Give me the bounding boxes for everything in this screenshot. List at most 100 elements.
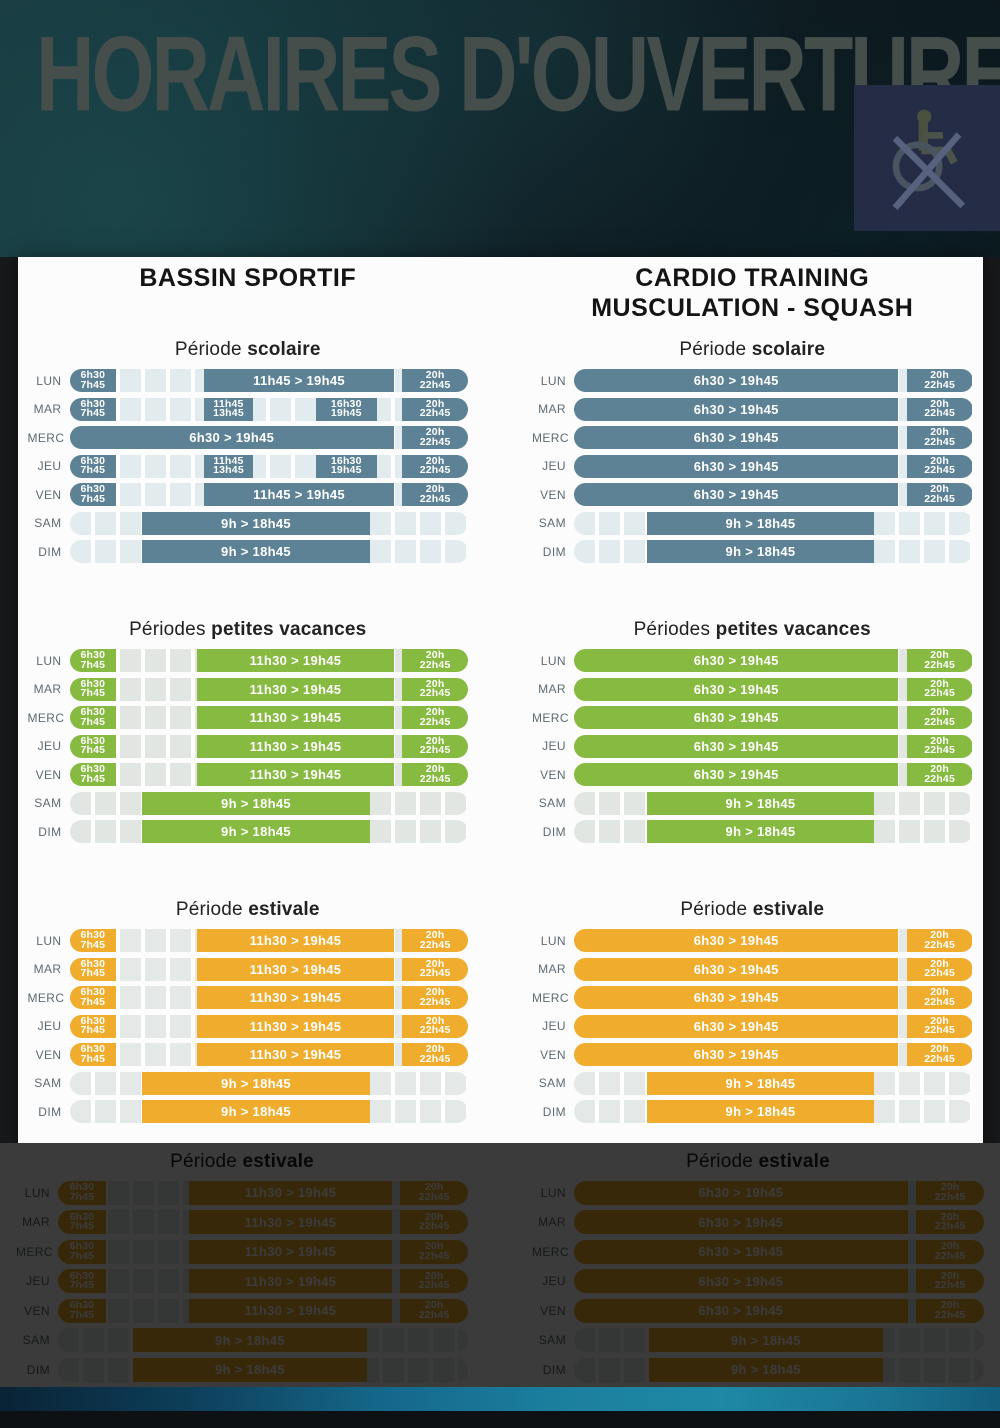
time-bar-late: 20h 22h45 xyxy=(906,677,973,701)
day-label: VEN xyxy=(540,767,566,782)
time-bar-weekend: 9h > 18h45 xyxy=(646,511,875,535)
day-label: JEU xyxy=(542,1274,566,1288)
day-label: VEN xyxy=(540,1047,566,1062)
time-bar-late: 20h 22h45 xyxy=(916,1239,984,1264)
time-bar-line: 6h30 xyxy=(80,677,106,690)
time-bar-line: 20h xyxy=(425,426,445,438)
time-bar-line: 20h xyxy=(425,929,445,941)
period-section-scolaire: Période scolaire LUN 6h30 > 19h45 20h 22h45 M… xyxy=(532,339,973,563)
period-title-bold: petites vacances xyxy=(715,619,871,640)
day-label: SAM xyxy=(34,1076,62,1090)
time-track: 6h30 7h45 11h30 > 19h45 20h 22h45 xyxy=(69,1014,468,1038)
time-bar-early: 6h30 7h45 xyxy=(69,763,117,786)
time-bar-line: 22h45 xyxy=(934,1308,966,1321)
schedule-row: MAR 6h30 7h45 11h30 > 19h45 20h 22h45 xyxy=(16,1210,468,1234)
time-bar-late: 20h 22h45 xyxy=(906,929,973,952)
time-track: 6h30 > 19h45 20h 22h45 xyxy=(574,454,973,478)
day-label: DIM xyxy=(38,544,62,559)
schedule-row: JEU 6h30 > 19h45 20h 22h45 xyxy=(532,734,973,758)
day-label: MAR xyxy=(538,402,566,416)
time-bar-mid_1130_1945: 11h30 > 19h45 xyxy=(197,957,394,981)
time-track: 6h30 > 19h45 20h 22h45 xyxy=(574,1210,984,1234)
time-bar-weekend: 9h > 18h45 xyxy=(132,1328,368,1352)
time-bar-line: 11h45 xyxy=(213,397,244,410)
time-track: 6h30 7h45 11h30 > 19h45 20h 22h45 xyxy=(69,649,468,672)
time-bar-line: 22h45 xyxy=(419,407,451,419)
time-bar-line: 22h45 xyxy=(924,938,955,951)
schedule-row: MERC 6h30 > 19h45 20h 22h45 xyxy=(28,426,468,449)
time-bar-weekend: 9h > 18h45 xyxy=(142,540,370,563)
time-bar-full_day: 6h30 > 19h45 xyxy=(69,426,394,449)
time-bar-line: 22h45 xyxy=(418,1249,450,1262)
time-bar-line: 22h45 xyxy=(934,1220,966,1232)
time-bar-full_day: 6h30 > 19h45 xyxy=(574,677,899,701)
time-bar-line: 22h45 xyxy=(419,435,451,448)
schedule-row: SAM 9h > 18h45 xyxy=(532,1071,973,1095)
time-bar-line: 11h45 xyxy=(213,454,244,467)
time-bar-line: 20h xyxy=(424,1210,444,1223)
schedule-row: MAR 6h30 7h45 11h45 13h45 16h30 19h45 20h 22h45 xyxy=(28,397,468,421)
time-track: 9h > 18h45 xyxy=(69,791,468,815)
time-bar-late: 20h 22h45 xyxy=(906,957,973,981)
schedule-row: MAR 6h30 > 19h45 20h 22h45 xyxy=(532,1210,984,1234)
time-bar-late: 20h 22h45 xyxy=(906,369,973,392)
period-title-bold: estivale xyxy=(242,1150,314,1172)
schedule-row: LUN 6h30 7h45 11h30 > 19h45 20h 22h45 xyxy=(28,649,468,672)
time-track: 6h30 7h45 11h30 > 19h45 20h 22h45 xyxy=(69,929,468,952)
day-label: JEU xyxy=(37,739,62,753)
schedule-row: SAM 9h > 18h45 xyxy=(28,791,468,815)
time-bar-line: 20h xyxy=(940,1181,960,1193)
time-bar-weekend: 9h > 18h45 xyxy=(646,1071,875,1095)
time-bar-line: 20h xyxy=(930,397,949,410)
day-label: JEU xyxy=(26,1274,50,1288)
time-bar-line: 22h45 xyxy=(924,772,955,785)
time-bar-full_day: 6h30 > 19h45 xyxy=(574,957,899,981)
day-label: LUN xyxy=(36,933,62,948)
time-bar-late: 20h 22h45 xyxy=(916,1210,984,1234)
time-bar-late: 20h 22h45 xyxy=(906,426,973,449)
time-bar-line: 22h45 xyxy=(419,938,451,951)
time-bar-line: 20h xyxy=(930,454,949,467)
day-label: LUN xyxy=(540,1185,566,1200)
schedule-row: MERC 6h30 > 19h45 20h 22h45 xyxy=(532,426,973,449)
time-track: 9h > 18h45 xyxy=(69,820,468,843)
period-title: Période estivale xyxy=(16,1151,468,1173)
schedule-row: VEN 6h30 > 19h45 20h 22h45 xyxy=(532,763,973,786)
footer-photo-strip xyxy=(0,1387,1000,1411)
time-bar-line: 20h xyxy=(425,734,445,747)
time-bar-line: 6h30 xyxy=(80,1043,106,1055)
time-track: 9h > 18h45 xyxy=(574,1357,984,1382)
time-bar-mid_1130_1945: 11h30 > 19h45 xyxy=(189,1180,392,1205)
time-bar-line: 19h45 xyxy=(330,407,362,419)
time-track: 6h30 7h45 11h30 > 19h45 20h 22h45 xyxy=(69,677,468,701)
time-bar-line: 7h45 xyxy=(80,938,106,951)
time-bar-mid_1145_1945: 11h45 > 19h45 xyxy=(204,369,394,392)
day-label: MAR xyxy=(33,962,62,976)
time-bar-line: 22h45 xyxy=(924,435,955,448)
time-bar-weekend: 9h > 18h45 xyxy=(646,1100,875,1123)
period-section-estivale: Période estivale LUN 6h30 > 19h45 20h 22h45 M… xyxy=(532,899,973,1123)
day-label: LUN xyxy=(540,653,566,668)
time-bar-line: 16h30 xyxy=(330,397,362,410)
time-bar-line: 7h45 xyxy=(80,407,106,419)
hero-header: HORAIRES D'OUVERTURE xyxy=(0,0,1000,257)
schedule-row: LUN 6h30 > 19h45 20h 22h45 xyxy=(532,369,973,392)
time-bar-mid_1630_1945: 16h30 19h45 xyxy=(315,397,377,421)
day-label: LUN xyxy=(36,373,62,388)
time-bar-line: 22h45 xyxy=(419,744,451,756)
time-bar-early: 6h30 7h45 xyxy=(69,734,117,758)
period-title-light: Période xyxy=(174,339,248,360)
time-bar-line: 22h45 xyxy=(419,715,451,728)
time-track: 6h30 7h45 11h45 > 19h45 20h 22h45 xyxy=(69,369,468,392)
time-bar-line: 22h45 xyxy=(924,744,955,756)
time-bar-weekend: 9h > 18h45 xyxy=(142,1100,370,1123)
day-label: JEU xyxy=(37,1019,62,1033)
accessibility-badge[interactable] xyxy=(854,85,1000,231)
time-track: 6h30 7h45 11h30 > 19h45 20h 22h45 xyxy=(69,957,468,981)
time-bar-line: 20h xyxy=(930,734,949,747)
page-body: BASSIN SPORTIF Période scolaire LUN 6h30 7h4… xyxy=(0,257,1000,1143)
wheelchair-crossed-icon xyxy=(892,109,966,210)
period-title-bold: scolaire xyxy=(247,339,321,360)
time-bar-line: 6h30 xyxy=(80,929,106,941)
time-bar-late: 20h 22h45 xyxy=(906,706,973,729)
